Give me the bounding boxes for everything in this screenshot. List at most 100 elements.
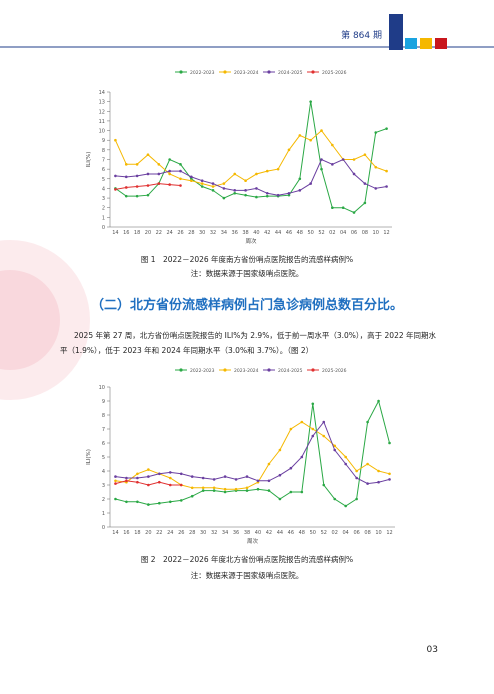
data-point <box>278 448 282 452</box>
legend-label: 2022-2023 <box>190 70 215 76</box>
data-point <box>157 172 161 176</box>
data-point <box>374 131 378 134</box>
data-point <box>179 472 183 476</box>
y-tick-label: 4 <box>102 186 105 192</box>
data-point <box>333 448 337 452</box>
data-point <box>244 193 247 197</box>
x-tick-label: 48 <box>297 230 303 236</box>
data-point <box>311 402 315 406</box>
data-point <box>331 206 334 210</box>
data-point <box>125 479 128 483</box>
data-point <box>212 489 216 492</box>
data-point <box>352 158 356 161</box>
x-tick-label: 28 <box>188 230 194 236</box>
data-point <box>114 138 117 142</box>
data-point <box>352 172 356 176</box>
x-tick-label: 50 <box>310 530 316 536</box>
series-line <box>114 129 387 188</box>
data-point <box>135 174 139 178</box>
data-point <box>331 163 334 166</box>
data-point <box>190 475 194 478</box>
header-block <box>435 38 447 49</box>
data-point <box>190 179 193 183</box>
data-point <box>179 163 182 166</box>
x-tick-label: 38 <box>242 230 248 236</box>
x-tick-label: 42 <box>266 530 272 536</box>
x-tick-label: 14 <box>112 530 118 536</box>
x-tick-label: 32 <box>210 230 216 236</box>
data-point <box>374 165 378 169</box>
data-point <box>344 462 347 466</box>
x-tick-label: 30 <box>200 530 206 536</box>
decoration <box>0 270 60 370</box>
data-point <box>331 143 334 147</box>
data-point <box>179 184 182 187</box>
data-point <box>245 486 249 490</box>
x-tick-label: 34 <box>221 230 227 236</box>
data-point <box>377 469 380 473</box>
data-point <box>244 189 247 192</box>
y-tick-label: 11 <box>99 119 105 125</box>
data-point <box>355 497 358 501</box>
x-tick-label: 38 <box>244 530 250 536</box>
data-point <box>355 476 358 480</box>
data-point <box>223 487 227 491</box>
data-point <box>200 179 204 183</box>
data-point <box>385 127 388 130</box>
x-tick-label: 20 <box>145 530 151 536</box>
x-tick-label: 02 <box>332 530 338 536</box>
y-tick-label: 4 <box>102 469 105 475</box>
data-point <box>146 153 150 156</box>
data-point <box>267 489 271 492</box>
data-point <box>311 434 315 438</box>
x-tick-label: 18 <box>134 230 140 236</box>
data-point <box>278 497 282 501</box>
data-point <box>298 189 302 192</box>
data-point <box>114 482 117 485</box>
x-tick-label: 36 <box>233 530 239 536</box>
data-point <box>223 490 227 494</box>
y-tick-label: 0 <box>102 525 105 531</box>
series-line <box>115 158 387 196</box>
data-point <box>388 472 391 476</box>
x-tick-label: 10 <box>375 530 381 536</box>
issue: 第 864 期 <box>341 29 382 41</box>
legend-label: 2025-2026 <box>322 368 347 374</box>
data-point <box>333 444 337 448</box>
x-tick-label: 10 <box>373 230 379 236</box>
data-point <box>309 138 312 142</box>
x-tick-label: 14 <box>112 230 118 236</box>
paragraph: 2025 年第 27 周，北方省份哨点医院报告的 ILI%为 2.9%，低于前一… <box>60 331 436 355</box>
data-point <box>124 175 128 179</box>
data-point <box>124 194 128 198</box>
data-point <box>136 500 139 504</box>
data-point <box>244 179 247 183</box>
data-point <box>124 186 128 189</box>
data-point <box>341 158 345 161</box>
data-point <box>136 480 139 484</box>
data-point <box>366 482 369 485</box>
data-point <box>287 148 291 152</box>
data-point <box>245 475 249 478</box>
data-point <box>168 183 171 186</box>
series-line <box>115 101 387 214</box>
y-tick-label: 12 <box>99 109 105 115</box>
data-point <box>322 434 326 438</box>
data-point <box>366 462 369 466</box>
data-point <box>344 455 347 459</box>
data-point <box>234 487 238 491</box>
note: 注：数据来源于国家级哨点医院。 <box>191 268 304 278</box>
data-point <box>179 177 182 181</box>
y-tick-label: 9 <box>102 399 105 405</box>
data-point <box>320 158 323 161</box>
header-block <box>420 38 432 49</box>
data-point <box>276 193 280 197</box>
data-point <box>255 187 258 190</box>
x-tick-label: 26 <box>178 530 184 536</box>
legend-marker <box>223 70 227 74</box>
x-tick-label: 04 <box>340 230 346 236</box>
data-point <box>255 172 258 176</box>
x-tick-label: 06 <box>351 230 357 236</box>
